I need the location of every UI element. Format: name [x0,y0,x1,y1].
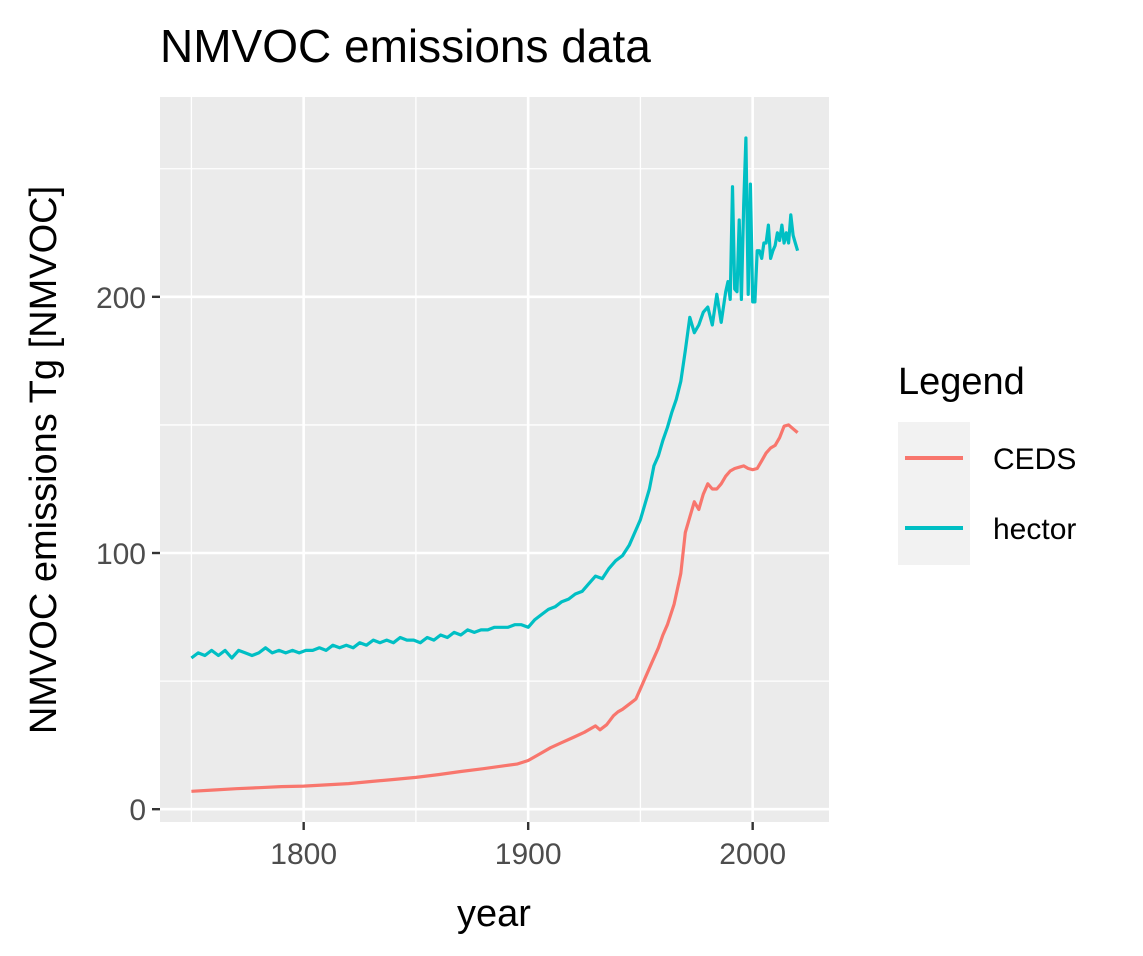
x-axis-ticks: 1800 1900 2000 [270,822,786,871]
x-tick-label: 1800 [270,838,337,871]
series-lines [190,136,800,793]
y-axis-ticks: 0 100 200 [96,282,160,827]
series-line-ceds [191,423,799,793]
y-tick-label: 200 [96,282,146,315]
y-axis-title: NMVOC emissions Tg [NMVOC] [23,186,65,734]
series-line-hector [190,136,800,660]
y-tick-label: 0 [129,794,146,827]
legend-label-hector: hector [993,513,1076,546]
x-tick-label: 1900 [495,838,562,871]
plot-panel [160,97,829,822]
x-tick-label: 2000 [719,838,786,871]
minor-gridlines [160,97,829,822]
chart-title: NMVOC emissions data [160,20,651,72]
legend-label-ceds: CEDS [993,443,1076,476]
legend-title: Legend [898,361,1025,403]
legend: Legend CEDS hector [898,361,1076,565]
x-axis-title: year [457,893,531,935]
y-tick-label: 100 [96,538,146,571]
